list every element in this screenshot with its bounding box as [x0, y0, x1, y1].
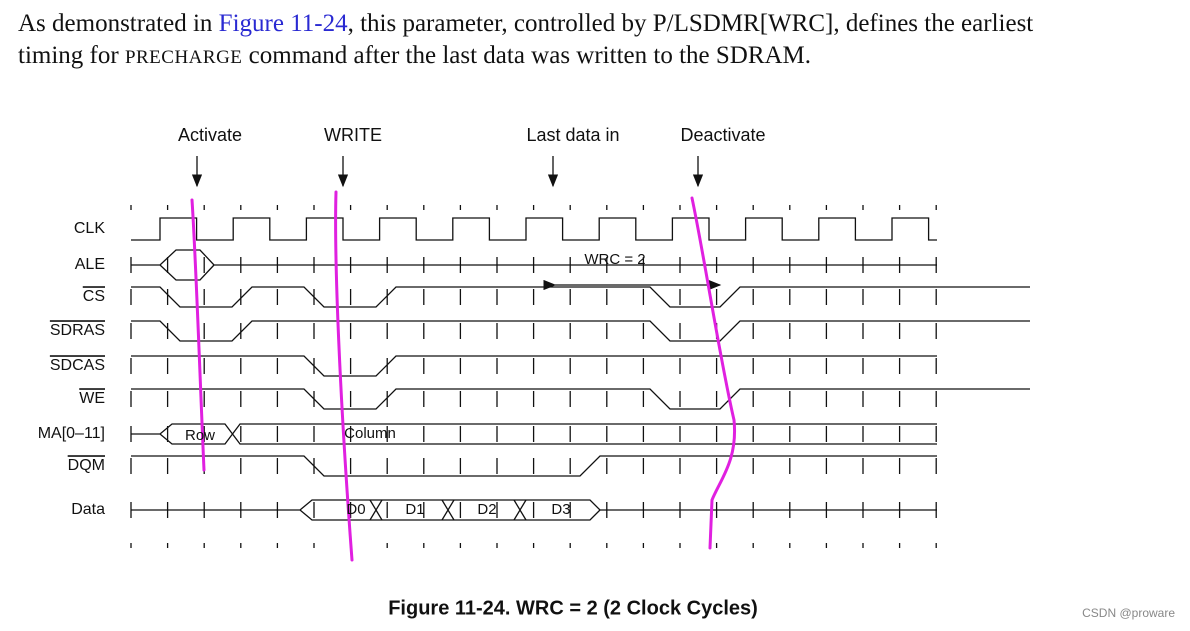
signal-wave — [131, 499, 937, 521]
paragraph: As demonstrated in Figure 11-24, this pa… — [18, 8, 1033, 74]
caption: Figure 11-24. WRC = 2 (2 Clock Cycles) — [388, 597, 758, 619]
signal-label: Data — [71, 501, 105, 518]
signal-label: ALE — [75, 256, 105, 273]
signal-wave — [369, 499, 527, 521]
clk-wave — [131, 217, 937, 241]
signal-label: SDCAS — [50, 357, 105, 374]
command-name: PRECHARGE — [124, 47, 243, 68]
text: As demonstrated in — [18, 10, 219, 37]
wrc-label: WRC = 2 — [584, 251, 645, 268]
signal-wave — [131, 249, 937, 281]
signal-label: CS — [83, 288, 105, 305]
signal-label: DQM — [68, 457, 105, 474]
signal-wave — [131, 320, 1030, 342]
paragraph-line: As demonstrated in Figure 11-24, this pa… — [18, 8, 1033, 40]
data-label: D2 — [477, 501, 496, 518]
watermark: CSDN @proware — [1082, 606, 1175, 620]
text: timing for — [18, 42, 125, 69]
data-label: D0 — [346, 501, 365, 518]
text: command after the last data was written … — [242, 42, 812, 69]
annotation-stroke — [690, 196, 737, 550]
event-label: Last data in — [526, 125, 619, 145]
event-label: Activate — [178, 125, 242, 145]
data-label: D3 — [551, 501, 570, 518]
bus-label: Row — [185, 427, 215, 444]
signal-label: WE — [79, 390, 105, 407]
signal-wave — [131, 388, 1030, 410]
signal-wave — [131, 286, 1030, 308]
signal-wave — [131, 355, 937, 377]
signal-wave — [131, 423, 937, 445]
signal-wave — [131, 455, 937, 477]
signal-label: MA[0–11] — [38, 425, 105, 442]
figure-link[interactable]: Figure 11-24 — [218, 10, 348, 37]
data-label: D1 — [405, 501, 424, 518]
bus-label: Column — [344, 425, 396, 442]
paragraph-line: timing for PRECHARGE command after the l… — [18, 40, 1033, 74]
waveforms — [130, 205, 1030, 548]
annotation-stroke — [190, 198, 206, 472]
signal-label: CLK — [74, 220, 105, 237]
event-label: WRITE — [324, 125, 382, 145]
event-label: Deactivate — [680, 125, 765, 145]
text: , this parameter, controlled by P/LSDMR[… — [347, 10, 1034, 37]
annotation-stroke — [334, 190, 354, 562]
signal-label: SDRAS — [50, 322, 105, 339]
